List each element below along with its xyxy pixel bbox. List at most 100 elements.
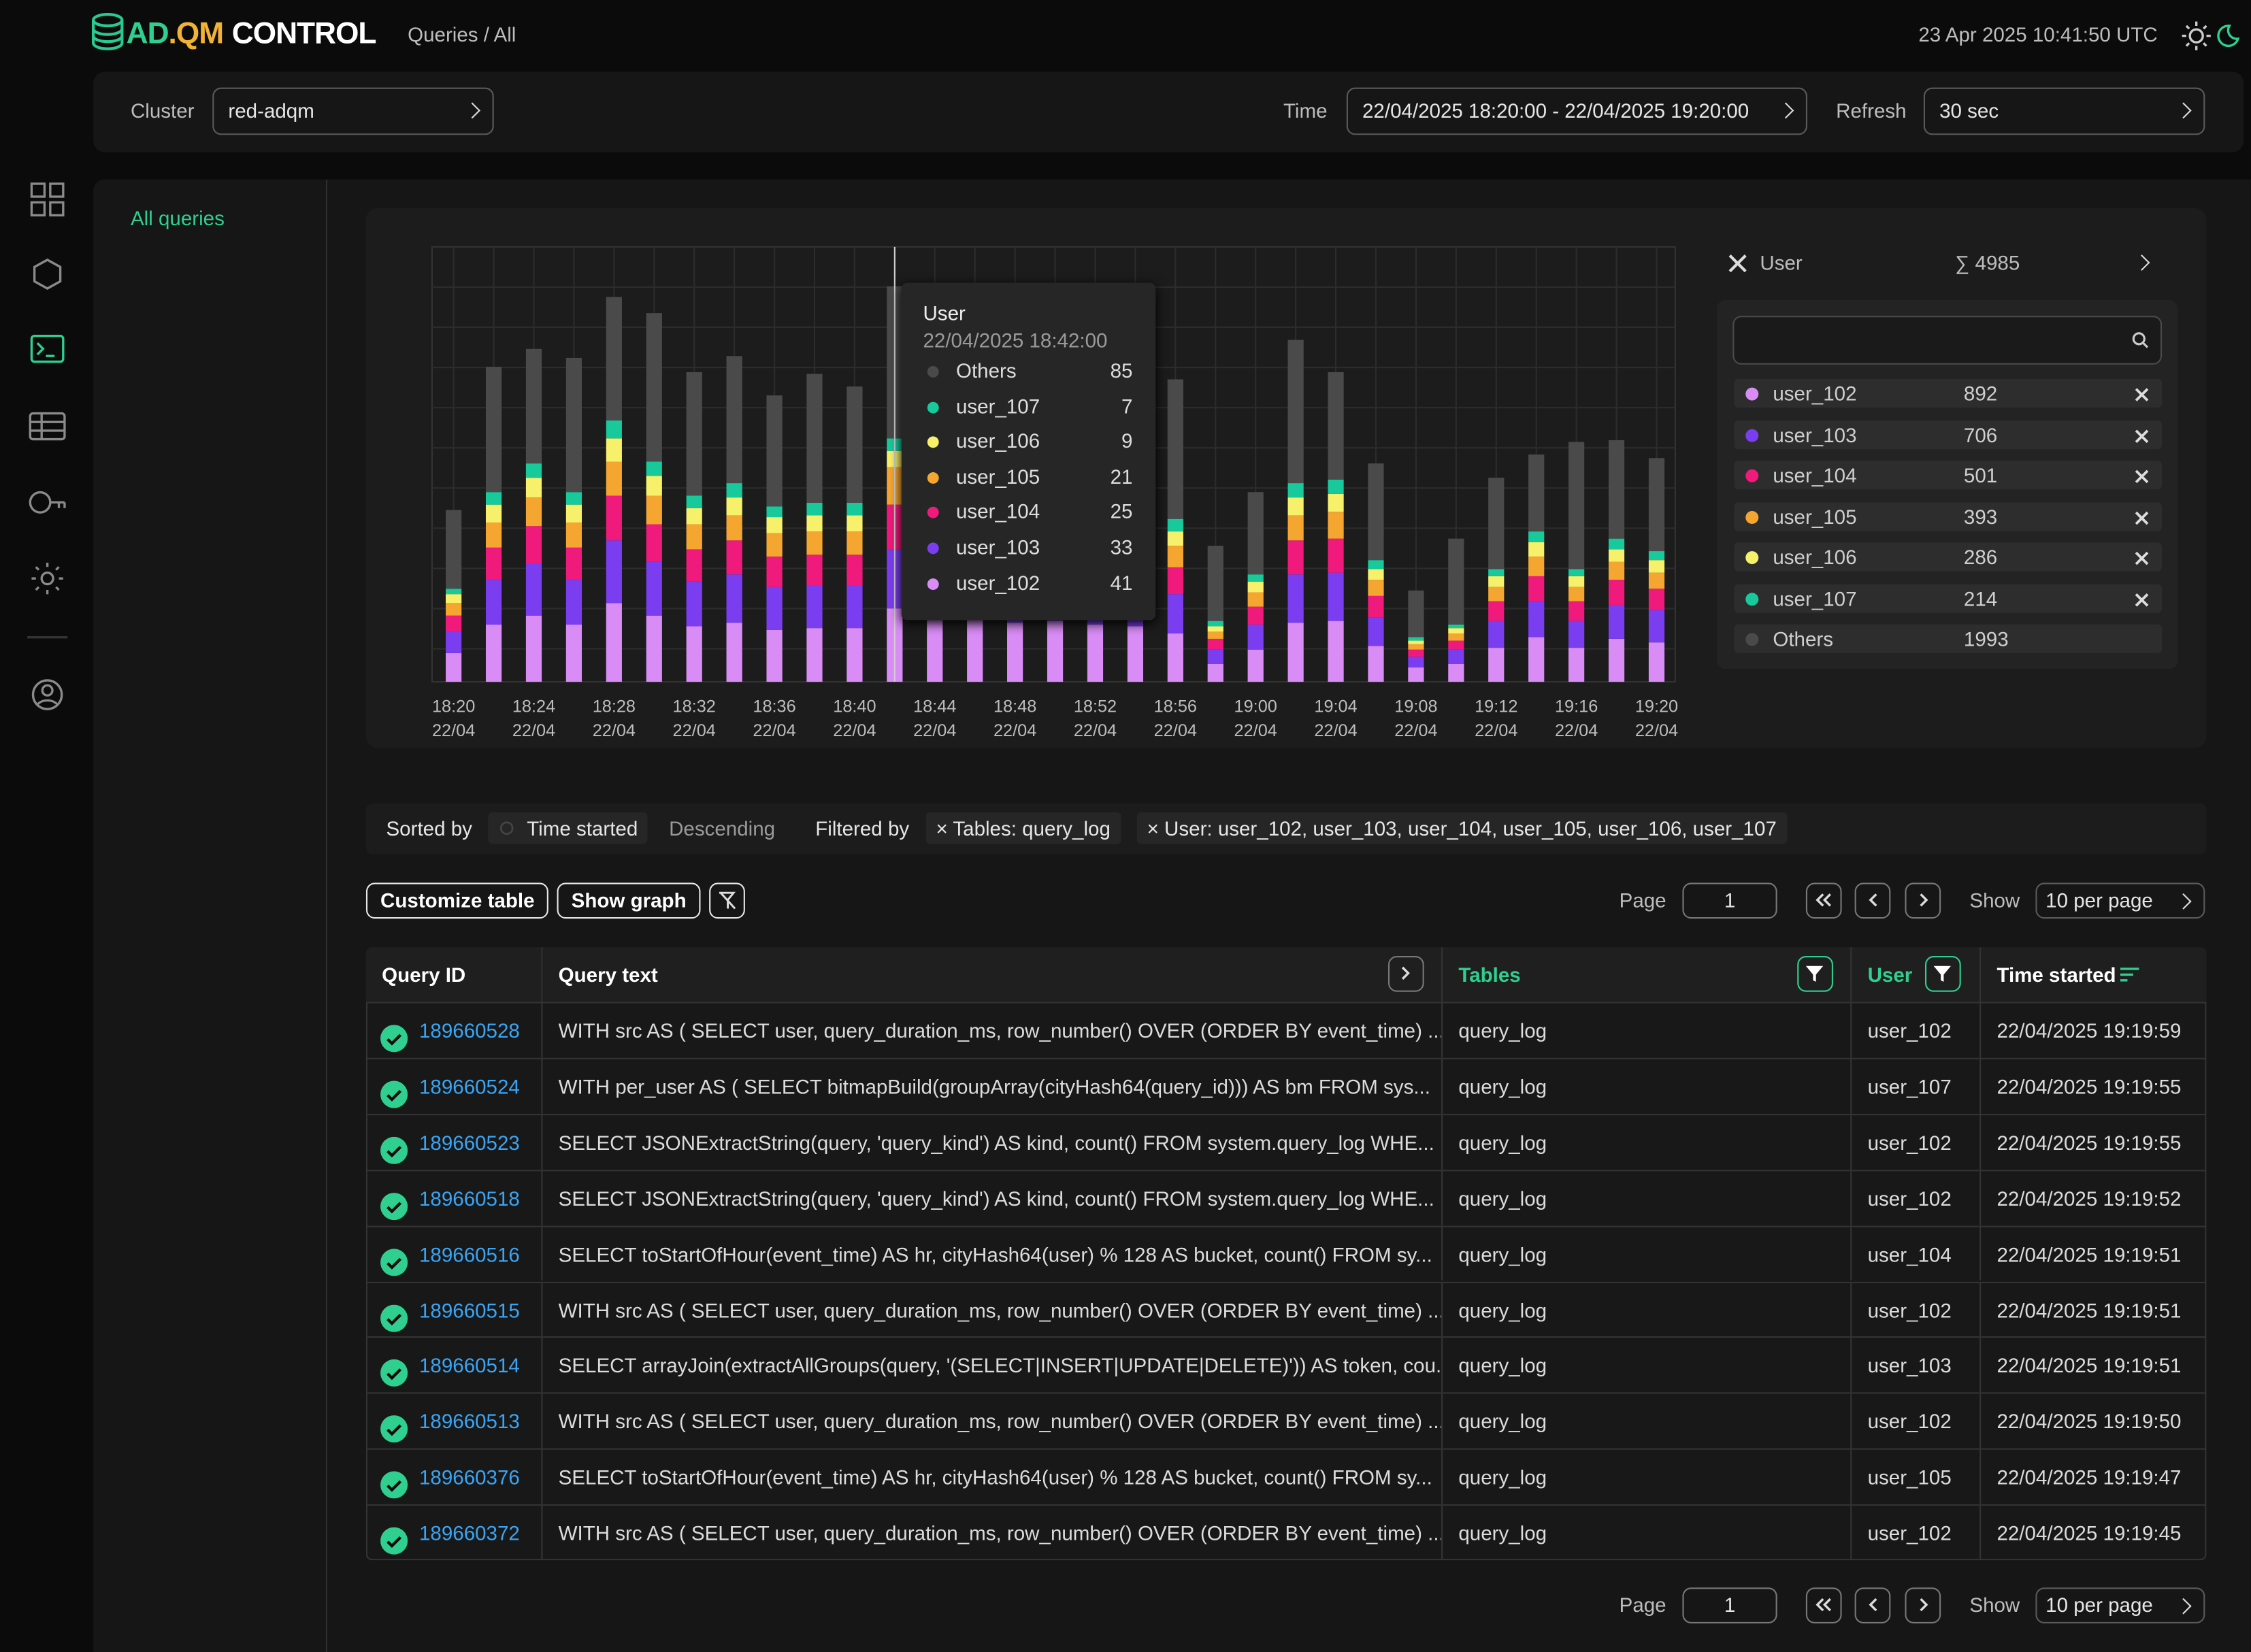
breadcrumb[interactable]: Queries / All (408, 23, 516, 46)
column-filter[interactable] (1925, 956, 1961, 992)
bar-segment (1168, 567, 1183, 594)
column-header[interactable]: Time started (1981, 947, 2206, 1003)
query-id[interactable]: 189660515 (419, 1298, 520, 1321)
bar-segment (1488, 587, 1504, 601)
x-tick-label: 18:24 (512, 697, 555, 716)
page-button[interactable] (1855, 1587, 1891, 1623)
query-id[interactable]: 189660516 (419, 1242, 520, 1266)
table-cell: 22/04/2025 19:19:51 (1981, 1281, 2206, 1337)
column-header[interactable]: Tables (1443, 947, 1852, 1003)
query-id[interactable]: 189660523 (419, 1131, 520, 1154)
bar-segment (446, 603, 461, 615)
query-id[interactable]: 189660528 (419, 1019, 520, 1042)
legend-row[interactable]: user_105393 (1734, 501, 2162, 530)
tooltip-time: 22/04/2025 18:42:00 (923, 329, 1107, 352)
legend-row[interactable]: user_102892 (1734, 379, 2162, 408)
bar-segment (646, 525, 662, 562)
legend-name: user_107 (1773, 587, 1856, 610)
customize-button[interactable]: Customize table (366, 882, 549, 919)
per-page-select[interactable]: 10 per page (2035, 882, 2205, 919)
legend-remove[interactable] (2133, 384, 2150, 401)
filter-chip[interactable]: × User: user_102, user_103, user_104, us… (1137, 812, 1787, 844)
bar-segment (1448, 641, 1464, 650)
bar-segment (606, 462, 622, 496)
theme-toggle[interactable] (2182, 20, 2239, 52)
bar-segment (806, 628, 822, 682)
bar-segment (847, 386, 862, 503)
page-button[interactable] (1806, 882, 1842, 919)
cell-text: user_102 (1868, 1521, 1952, 1544)
bar-segment (727, 483, 742, 497)
per-page-select[interactable]: 10 per page (2035, 1587, 2205, 1623)
legend-row[interactable]: user_107214 (1734, 584, 2162, 612)
column-header[interactable]: Query ID (366, 947, 542, 1003)
time-select[interactable]: 22/04/2025 18:20:00 - 22/04/2025 19:20:0… (1347, 88, 1807, 135)
column-header[interactable]: Query text (542, 947, 1443, 1003)
success-icon (380, 1416, 408, 1443)
legend-remove[interactable] (2133, 548, 2150, 565)
page-button[interactable] (1905, 882, 1941, 919)
per-page-value: 10 per page (2045, 889, 2153, 912)
bar-segment (646, 562, 662, 616)
filter-chip[interactable]: × Tables: query_log (926, 812, 1121, 844)
page-input[interactable]: 1 (1682, 1587, 1777, 1623)
bar-segment (1248, 593, 1264, 607)
page-button[interactable] (1855, 882, 1891, 919)
bar-segment (1128, 627, 1143, 682)
query-id[interactable]: 189660376 (419, 1466, 520, 1489)
expand-button[interactable] (1388, 956, 1424, 992)
cell-text: 22/04/2025 19:19:50 (1997, 1410, 2181, 1433)
query-id[interactable]: 189660524 (419, 1075, 520, 1098)
bar-segment (806, 585, 822, 628)
query-id[interactable]: 189660513 (419, 1410, 520, 1433)
legend-row[interactable]: user_106286 (1734, 542, 2162, 571)
x-tick-label: 22/04 (1555, 721, 1598, 740)
refresh-select[interactable]: 30 sec (1924, 88, 2205, 135)
legend-remove[interactable] (2133, 425, 2150, 442)
table-cell: query_log (1443, 1449, 1852, 1504)
refresh-value: 30 sec (1939, 99, 1999, 122)
legend-row[interactable]: Others1993 (1734, 625, 2162, 653)
page-input[interactable]: 1 (1682, 882, 1777, 919)
page-button[interactable] (1806, 1587, 1842, 1623)
bar-segment (1609, 580, 1624, 605)
legend-remove[interactable] (2133, 467, 2150, 484)
success-icon (380, 1527, 408, 1555)
sort-field[interactable]: Time started (488, 812, 648, 844)
cell-text: user_102 (1868, 1019, 1952, 1042)
sort-icon (499, 821, 514, 836)
bar-segment (1448, 625, 1464, 628)
table-cell: WITH src AS ( SELECT user, query_duratio… (542, 1504, 1443, 1560)
legend-remove[interactable] (2133, 508, 2150, 525)
cell-text: query_log (1458, 1131, 1547, 1154)
table-cell: user_105 (1852, 1449, 1981, 1504)
legend-remove[interactable] (2133, 589, 2150, 606)
column-filter[interactable] (1797, 956, 1833, 992)
query-id[interactable]: 189660518 (419, 1187, 520, 1210)
bar-segment (687, 582, 702, 627)
per-page-value: 10 per page (2045, 1593, 2153, 1617)
table-cell: WITH src AS ( SELECT user, query_duratio… (542, 1281, 1443, 1337)
legend-row[interactable]: user_103706 (1734, 420, 2162, 448)
legend-search[interactable] (1732, 316, 2162, 365)
legend-row[interactable]: user_104501 (1734, 461, 2162, 489)
show-graph-button[interactable]: Show graph (557, 882, 701, 919)
brand-part: AD (127, 17, 169, 50)
bar-segment (1649, 458, 1664, 551)
page-button[interactable] (1905, 1587, 1941, 1623)
bar-segment (1528, 637, 1544, 682)
cluster-select[interactable]: red-adqm (212, 88, 493, 135)
table-cell: user_102 (1852, 1114, 1981, 1170)
reset-filter-button[interactable] (709, 882, 745, 919)
query-id[interactable]: 189660372 (419, 1521, 520, 1544)
bar-segment (566, 523, 582, 548)
sort-order[interactable]: Descending (669, 816, 775, 840)
cell-text: query_log (1458, 1410, 1547, 1433)
x-tick-label: 22/04 (913, 721, 956, 740)
legend-close[interactable] (1727, 252, 1750, 276)
table-cell: user_102 (1852, 1504, 1981, 1560)
query-id[interactable]: 189660514 (419, 1354, 520, 1377)
bar-segment (566, 580, 582, 625)
column-header[interactable]: User (1852, 947, 1981, 1003)
nav-all-queries[interactable]: All queries (131, 207, 225, 230)
